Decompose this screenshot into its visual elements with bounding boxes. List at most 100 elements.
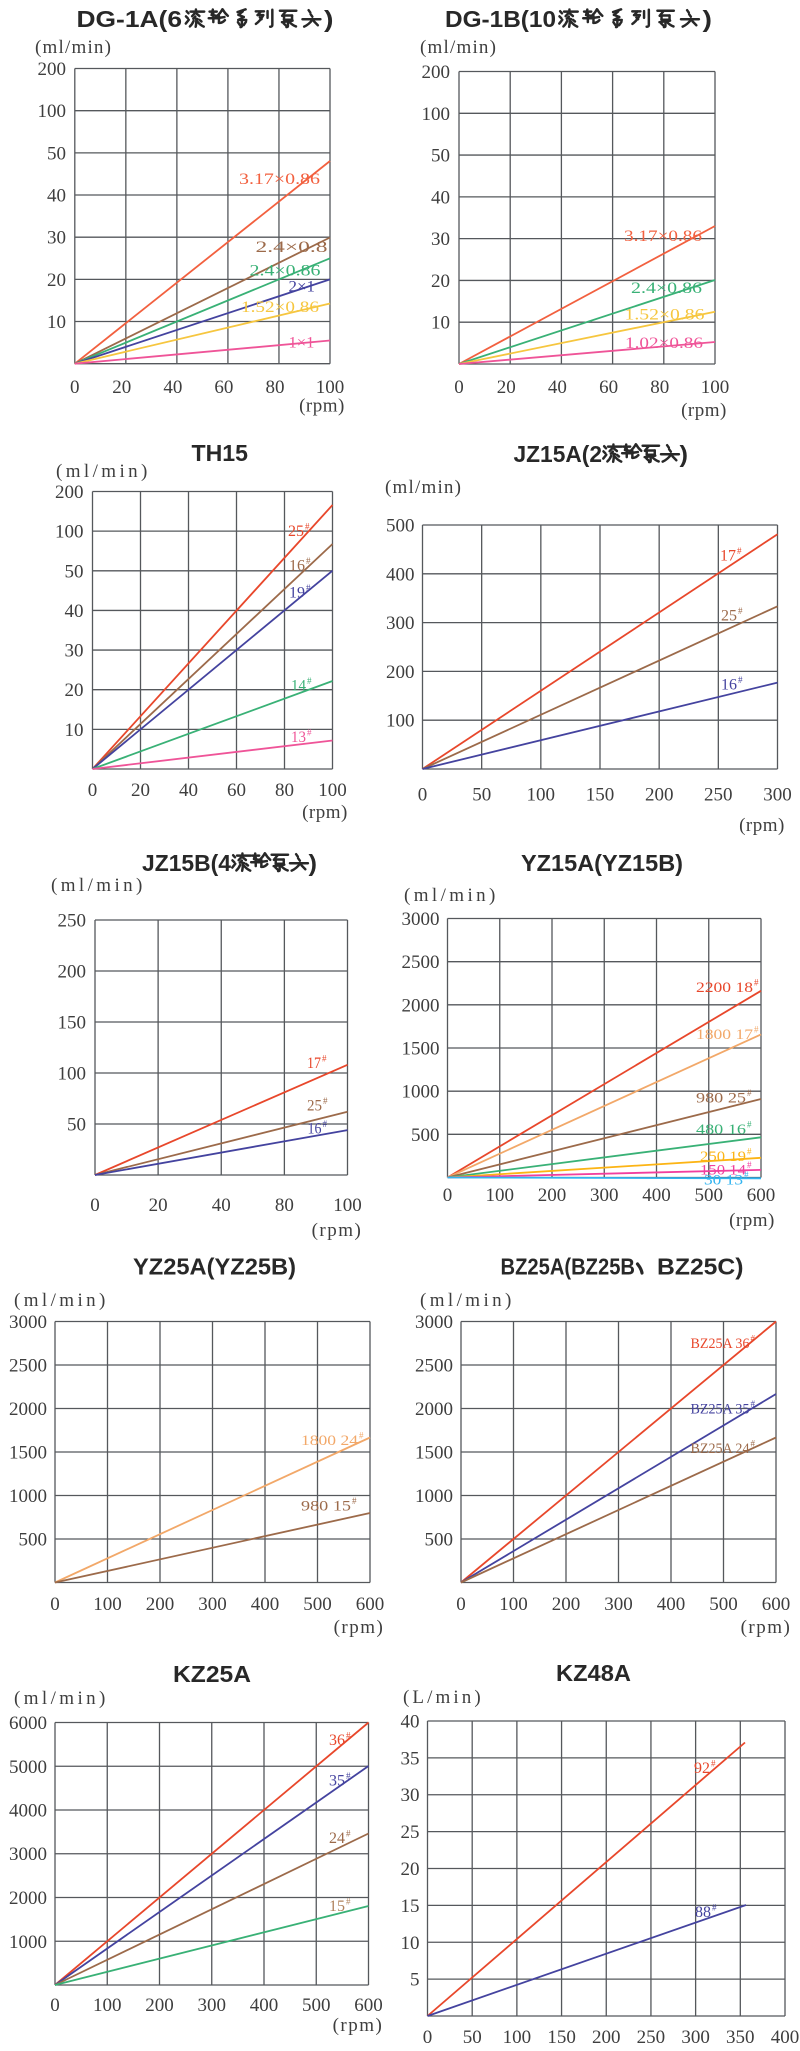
svg-text:10: 10 xyxy=(431,313,450,334)
svg-text:1800 24: 1800 24 xyxy=(301,1433,359,1449)
svg-text:#: # xyxy=(747,1160,752,1170)
svg-text:15: 15 xyxy=(329,1898,345,1915)
svg-text:25: 25 xyxy=(721,608,737,625)
svg-text:3000: 3000 xyxy=(9,1312,47,1333)
svg-text:60: 60 xyxy=(599,377,618,398)
svg-text:50: 50 xyxy=(65,561,84,582)
svg-text:200: 200 xyxy=(55,482,84,503)
svg-text:(rpm): (rpm) xyxy=(681,400,727,421)
svg-text:#: # xyxy=(305,522,310,532)
svg-text:#: # xyxy=(323,1096,328,1106)
svg-text:BZ25A 35: BZ25A 35 xyxy=(691,1402,750,1418)
svg-text:30: 30 xyxy=(401,1785,420,1806)
svg-text:#: # xyxy=(306,556,311,566)
svg-text:1.52×0.86: 1.52×0.86 xyxy=(241,299,319,316)
svg-text:300: 300 xyxy=(198,1995,227,2016)
svg-text:BZ25A 24: BZ25A 24 xyxy=(691,1441,750,1457)
svg-text:#: # xyxy=(738,675,743,685)
svg-text:400: 400 xyxy=(771,2027,800,2046)
svg-text:150: 150 xyxy=(547,2027,576,2046)
svg-text:2.4×0.86: 2.4×0.86 xyxy=(631,280,702,297)
svg-text:30: 30 xyxy=(431,229,450,250)
svg-text:BZ25A 36: BZ25A 36 xyxy=(691,1336,750,1352)
svg-text:200: 200 xyxy=(58,962,87,983)
svg-text:KZ48A: KZ48A xyxy=(556,1660,631,1686)
svg-text:500: 500 xyxy=(302,1995,331,2016)
svg-text:500: 500 xyxy=(19,1530,48,1551)
svg-text:20: 20 xyxy=(401,1859,420,1880)
svg-text:#: # xyxy=(346,1771,351,1781)
svg-text:(ml/min): (ml/min) xyxy=(35,37,112,58)
svg-text:(ml/min): (ml/min) xyxy=(14,1290,109,1311)
svg-text:600: 600 xyxy=(747,1185,776,1206)
svg-text:60: 60 xyxy=(214,377,233,398)
svg-text:1×1: 1×1 xyxy=(289,334,315,351)
svg-text:1000: 1000 xyxy=(402,1082,440,1103)
svg-text:92: 92 xyxy=(694,1760,710,1777)
svg-text:200: 200 xyxy=(645,785,674,806)
svg-text:400: 400 xyxy=(386,564,415,585)
svg-text:#: # xyxy=(307,676,312,686)
svg-text:1000: 1000 xyxy=(9,1486,47,1507)
svg-text:3000: 3000 xyxy=(402,909,440,930)
svg-text:500: 500 xyxy=(386,516,415,537)
svg-text:20: 20 xyxy=(47,270,66,291)
svg-text:980 15: 980 15 xyxy=(301,1499,351,1515)
svg-text:(L/min): (L/min) xyxy=(403,1687,484,1708)
svg-text:40: 40 xyxy=(431,187,450,208)
svg-text:100: 100 xyxy=(55,522,84,543)
svg-text:20: 20 xyxy=(112,377,131,398)
svg-text:40: 40 xyxy=(548,377,567,398)
svg-text:): ) xyxy=(309,850,318,876)
svg-text:100: 100 xyxy=(486,1185,515,1206)
svg-text:): ) xyxy=(680,441,689,467)
svg-text:#: # xyxy=(323,1119,328,1129)
svg-text:50: 50 xyxy=(431,146,450,167)
svg-text:17: 17 xyxy=(307,1055,321,1072)
svg-text:400: 400 xyxy=(251,1594,280,1615)
svg-text:200: 200 xyxy=(422,62,451,83)
svg-text:): ) xyxy=(703,6,713,32)
svg-text:1500: 1500 xyxy=(402,1039,440,1060)
svg-text:350: 350 xyxy=(726,2027,755,2046)
svg-text:2500: 2500 xyxy=(402,952,440,973)
svg-text:20: 20 xyxy=(149,1195,168,1216)
svg-text:300: 300 xyxy=(681,2027,710,2046)
svg-text:300: 300 xyxy=(590,1185,619,1206)
svg-text:2200 18: 2200 18 xyxy=(696,980,753,996)
svg-text:#: # xyxy=(747,1088,752,1098)
svg-text:5000: 5000 xyxy=(9,1757,47,1778)
svg-text:400: 400 xyxy=(657,1594,686,1615)
svg-text:35: 35 xyxy=(401,1748,420,1769)
svg-text:250 19: 250 19 xyxy=(700,1149,746,1165)
svg-text:JZ15B(4: JZ15B(4 xyxy=(142,850,231,876)
svg-text:#: # xyxy=(322,1054,327,1064)
svg-text:(rpm): (rpm) xyxy=(739,815,785,836)
svg-text:1000: 1000 xyxy=(415,1486,453,1507)
svg-text:600: 600 xyxy=(356,1594,385,1615)
svg-text:300: 300 xyxy=(386,613,415,634)
svg-text:10: 10 xyxy=(47,312,66,333)
svg-text:88: 88 xyxy=(695,1904,711,1921)
svg-text:24: 24 xyxy=(329,1830,345,1847)
svg-text:14: 14 xyxy=(291,678,306,695)
svg-text:30 13: 30 13 xyxy=(704,1173,743,1189)
svg-text:25: 25 xyxy=(288,523,304,540)
svg-text:100: 100 xyxy=(701,377,730,398)
svg-text:480 16: 480 16 xyxy=(696,1122,747,1138)
svg-text:40: 40 xyxy=(179,780,198,801)
svg-text:2000: 2000 xyxy=(402,995,440,1016)
svg-text:100: 100 xyxy=(93,1995,122,2016)
svg-text:2000: 2000 xyxy=(9,1399,47,1420)
svg-text:200: 200 xyxy=(386,662,415,683)
svg-text:35: 35 xyxy=(329,1773,345,1790)
svg-text:#: # xyxy=(711,1759,716,1769)
svg-text:15: 15 xyxy=(401,1896,420,1917)
svg-text:#: # xyxy=(359,1431,364,1441)
svg-text:200: 200 xyxy=(538,1185,567,1206)
svg-text:3.17×0.86: 3.17×0.86 xyxy=(624,228,702,245)
svg-text:500: 500 xyxy=(695,1185,724,1206)
svg-text:#: # xyxy=(737,546,742,556)
svg-text:#: # xyxy=(747,1120,752,1130)
svg-text:50: 50 xyxy=(463,2027,482,2046)
